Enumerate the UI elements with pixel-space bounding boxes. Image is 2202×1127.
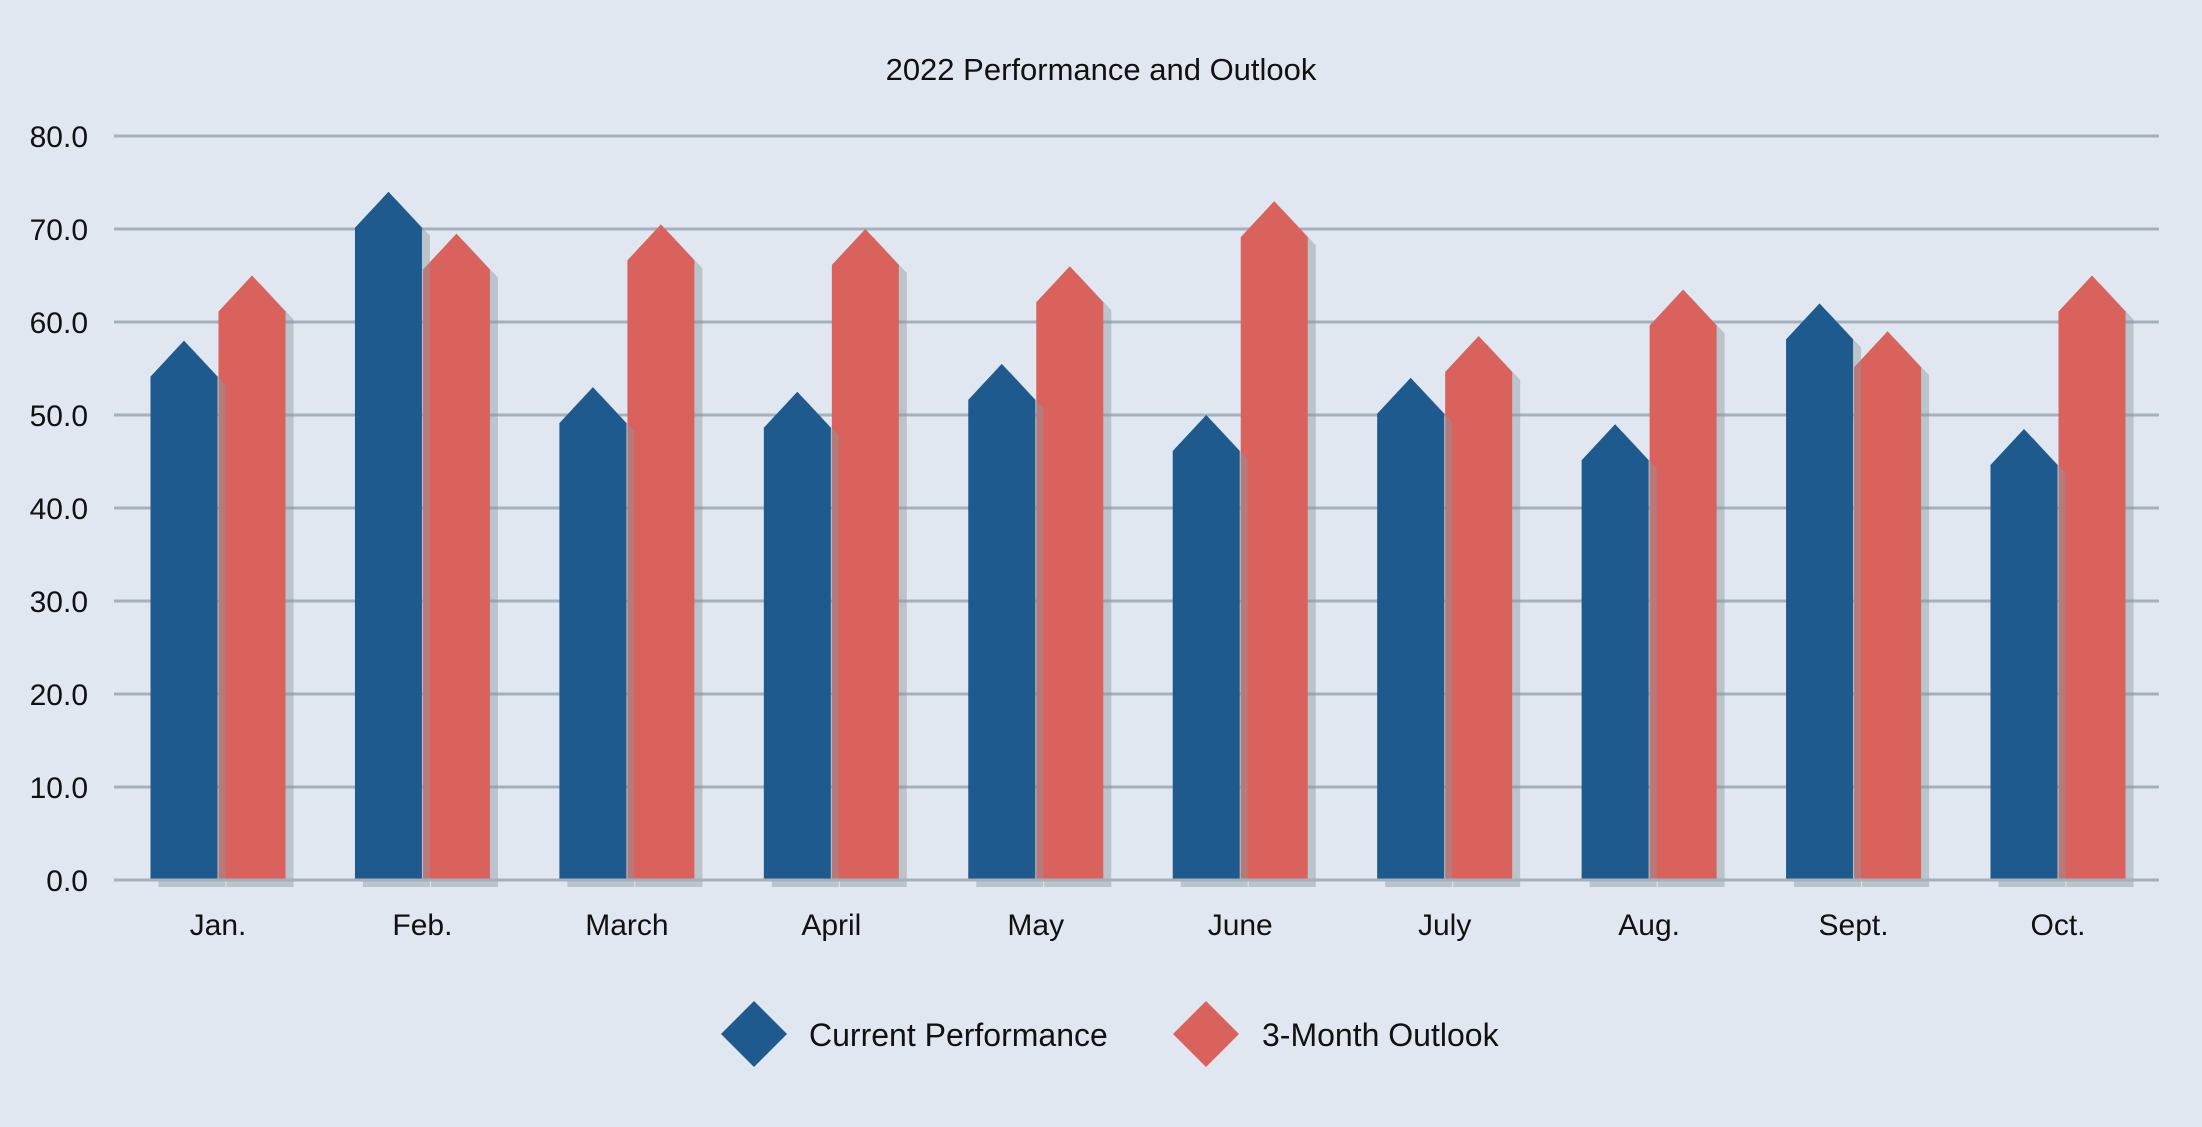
bar-3-month-outlook: [627, 224, 695, 881]
y-tick-label: 80.0: [30, 121, 88, 154]
bar-current-performance: [559, 387, 627, 880]
legend-swatch-3-month-outlook: [1173, 1001, 1239, 1067]
bar-3-month-outlook: [1445, 335, 1513, 880]
bar-3-month-outlook: [1240, 201, 1308, 881]
x-tick-label: Aug.: [1618, 909, 1680, 942]
bar-3-month-outlook: [1854, 331, 1922, 880]
y-tick-label: 50.0: [30, 400, 88, 433]
y-tick-label: 40.0: [30, 493, 88, 526]
x-tick-label: Feb.: [392, 909, 452, 942]
x-tick-label: June: [1208, 909, 1273, 942]
x-axis-ticks: Jan. Feb. March April May June July Aug. Sept. Oc…: [190, 909, 2086, 942]
y-axis-ticks: 0.0 10.0 20.0 30.0 40.0 50.0 60.0 70.0 80.0: [30, 121, 88, 898]
x-tick-label: May: [1007, 909, 1064, 942]
bar-current-performance: [1172, 415, 1240, 880]
x-tick-label: March: [585, 909, 668, 942]
bar-current-performance: [1377, 377, 1445, 880]
legend-swatch-current-performance: [721, 1001, 787, 1067]
bar-3-month-outlook: [2058, 275, 2126, 880]
bars: [114, 191, 2159, 888]
bar-current-performance: [1581, 424, 1649, 880]
x-tick-label: Jan.: [190, 909, 247, 942]
legend: Current Performance 3-Month Outlook: [721, 1001, 1500, 1067]
bar-current-performance: [150, 340, 218, 881]
bar-current-performance: [354, 191, 422, 881]
x-tick-label: July: [1418, 909, 1471, 942]
chart-title: 2022 Performance and Outlook: [886, 52, 1317, 87]
y-tick-label: 70.0: [30, 214, 88, 247]
bar-current-performance: [968, 363, 1036, 881]
bar-3-month-outlook: [831, 229, 899, 880]
y-tick-label: 30.0: [30, 586, 88, 619]
bar-3-month-outlook: [1649, 289, 1717, 880]
y-tick-label: 0.0: [46, 865, 88, 898]
legend-label-3-month-outlook: 3-Month Outlook: [1262, 1017, 1500, 1053]
x-tick-label: Oct.: [2030, 909, 2085, 942]
bar-current-performance: [763, 391, 831, 880]
legend-label-current-performance: Current Performance: [809, 1017, 1108, 1053]
bar-3-month-outlook: [1036, 266, 1104, 880]
x-tick-label: April: [801, 909, 861, 942]
y-tick-label: 20.0: [30, 679, 88, 712]
y-tick-label: 10.0: [30, 772, 88, 805]
bar-current-performance: [1990, 428, 2058, 880]
bar-3-month-outlook: [422, 233, 490, 880]
bar-3-month-outlook: [218, 275, 286, 880]
bar-current-performance: [1786, 303, 1854, 880]
x-tick-label: Sept.: [1819, 909, 1889, 942]
y-tick-label: 60.0: [30, 307, 88, 340]
